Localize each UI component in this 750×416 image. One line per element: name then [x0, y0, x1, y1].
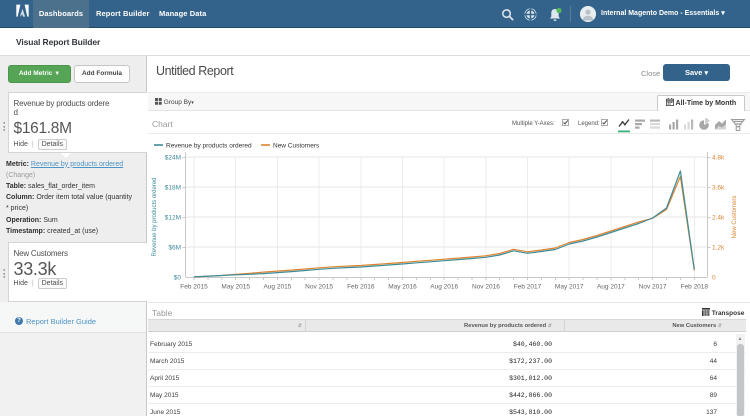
svg-text:$18M: $18M — [165, 184, 181, 191]
svg-text:1.2k: 1.2k — [712, 244, 725, 251]
svg-text:3.6k: 3.6k — [712, 184, 725, 191]
svg-text:Revenue by products ordered: Revenue by products ordered — [166, 143, 252, 150]
svg-text:May 2015: May 2015 — [221, 284, 250, 291]
svg-text:Revenue by products ordered: Revenue by products ordered — [152, 177, 158, 256]
svg-text:$6M: $6M — [168, 244, 181, 251]
svg-text:May 2016: May 2016 — [388, 284, 417, 291]
svg-text:Feb 2015: Feb 2015 — [180, 284, 208, 291]
svg-text:Nov 2016: Nov 2016 — [472, 284, 500, 291]
svg-text:May 2017: May 2017 — [555, 284, 584, 291]
svg-text:Feb 2018: Feb 2018 — [681, 284, 709, 291]
svg-text:2.4k: 2.4k — [712, 214, 725, 221]
svg-text:4.8k: 4.8k — [712, 154, 725, 161]
svg-text:Nov 2017: Nov 2017 — [639, 284, 667, 291]
svg-text:Aug 2016: Aug 2016 — [430, 284, 458, 291]
svg-text:Nov 2015: Nov 2015 — [305, 284, 333, 291]
svg-text:Feb 2017: Feb 2017 — [514, 284, 542, 291]
svg-text:New Customers: New Customers — [732, 196, 738, 239]
svg-text:Aug 2015: Aug 2015 — [263, 284, 291, 291]
svg-text:$24M: $24M — [165, 154, 181, 161]
svg-text:$12M: $12M — [165, 214, 181, 221]
svg-text:$0: $0 — [174, 274, 182, 281]
svg-text:0: 0 — [712, 274, 716, 281]
svg-text:New Customers: New Customers — [273, 143, 320, 150]
svg-text:Feb 2016: Feb 2016 — [347, 284, 375, 291]
svg-text:Aug 2017: Aug 2017 — [597, 284, 625, 291]
